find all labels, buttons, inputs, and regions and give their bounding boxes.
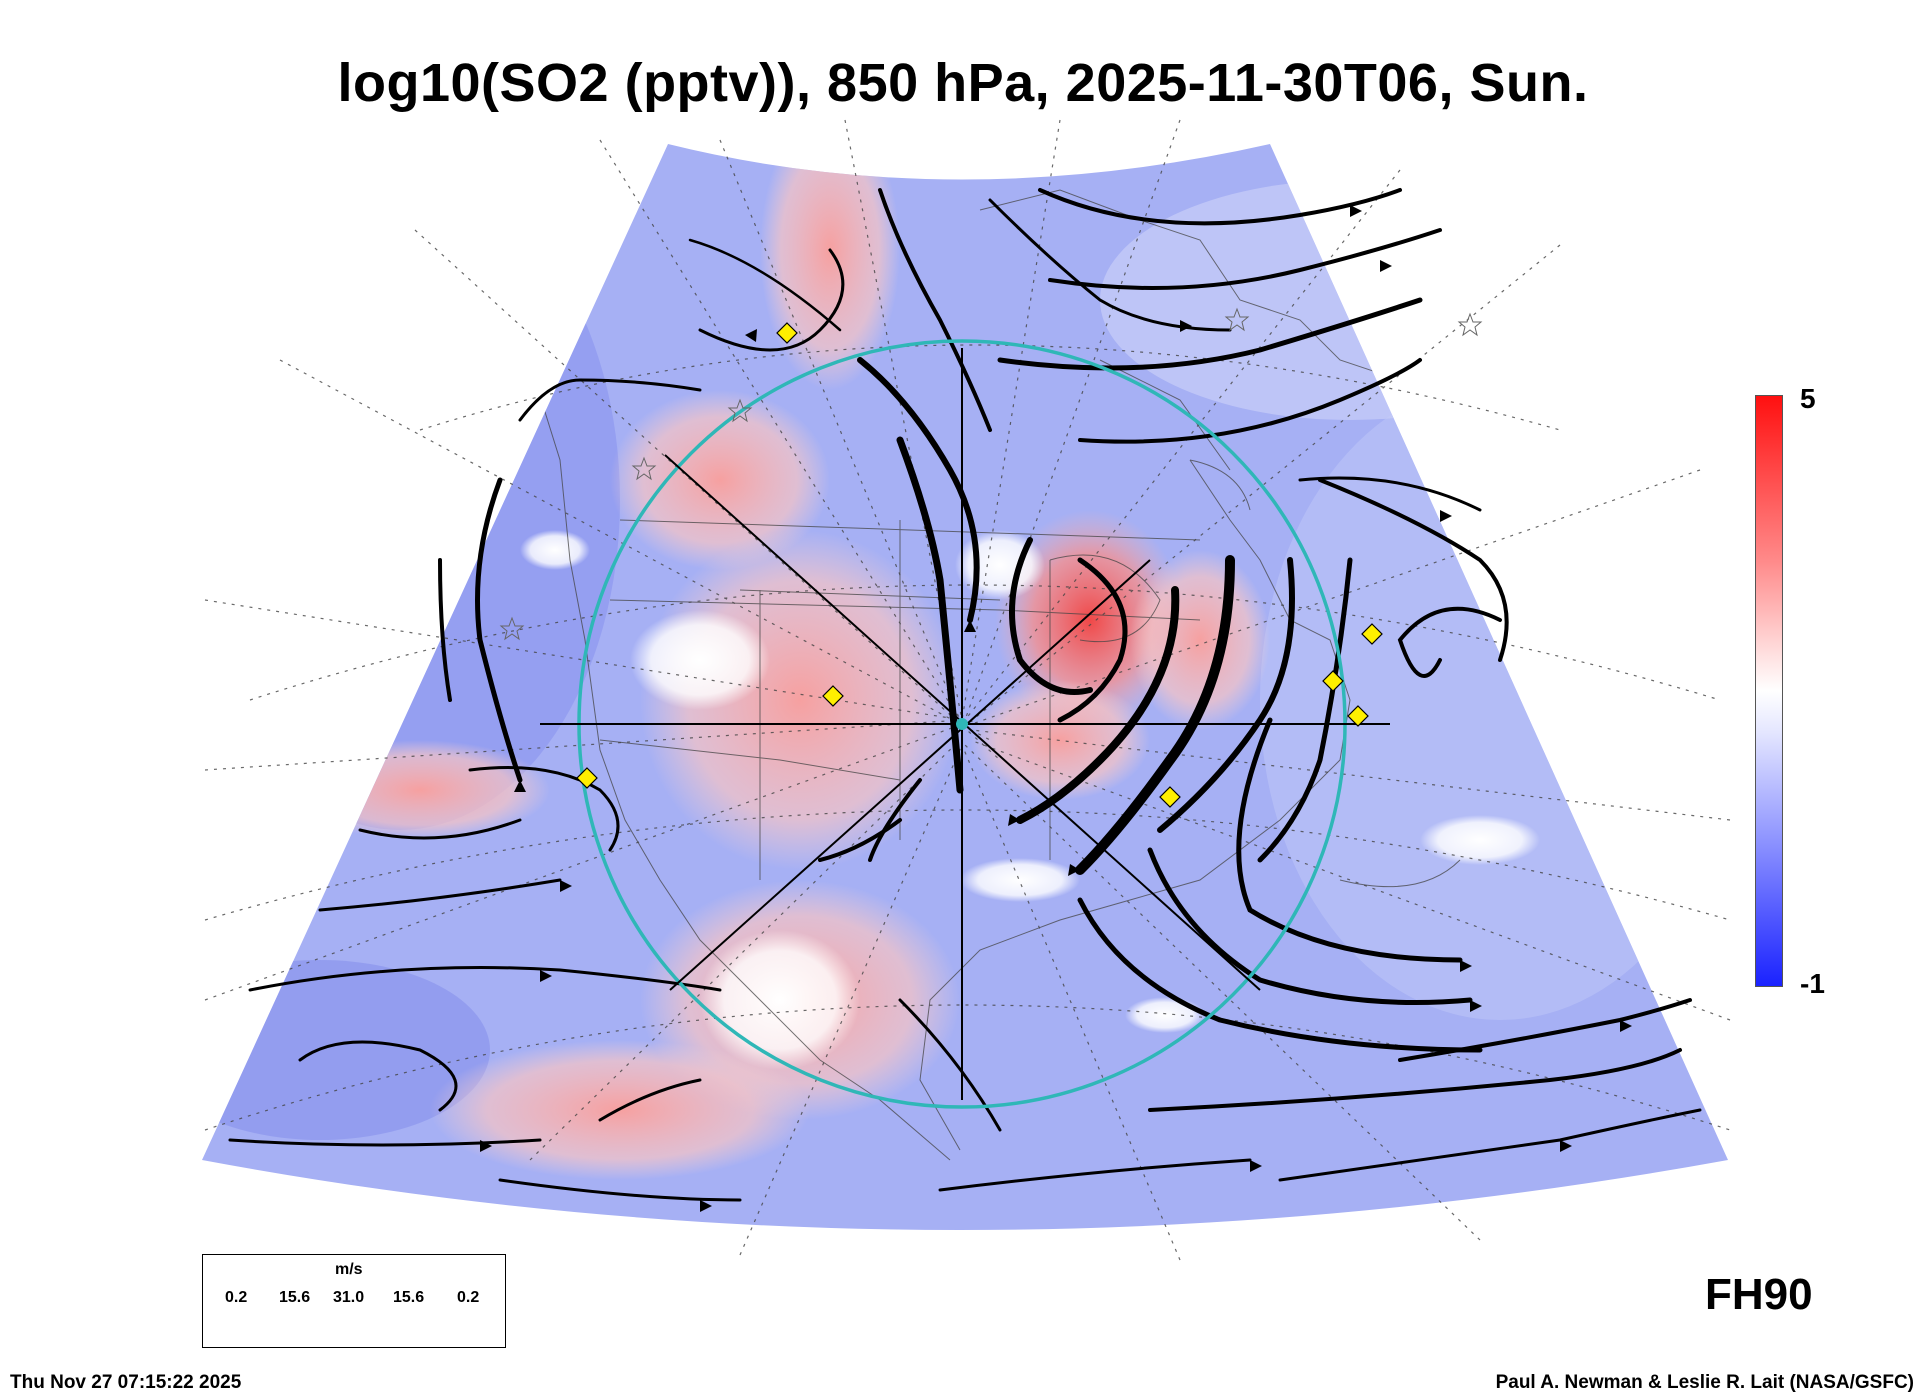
wind-speed-legend: m/s 0.2 15.6 31.0 15.6 0.2 — [202, 1254, 506, 1348]
center-marker — [956, 718, 968, 730]
coastlines — [534, 189, 1521, 1161]
colorbar-max-label: 5 — [1800, 383, 1816, 414]
wind-streamlines — [228, 188, 1702, 1202]
target-overlay — [540, 339, 1390, 1109]
station-marker — [1159, 786, 1181, 808]
station-markers — [576, 322, 1383, 808]
legend-tick: 0.2 — [225, 1289, 248, 1306]
colorbar-min-label: -1 — [1800, 968, 1825, 999]
graticule — [204, 119, 1731, 1261]
legend-tick: 15.6 — [393, 1289, 425, 1306]
station-marker — [776, 322, 798, 344]
legend-unit: m/s — [335, 1261, 363, 1278]
station-marker — [1322, 670, 1344, 692]
credit-label: Paul A. Newman & Leslie R. Lait (NASA/GS… — [1495, 1372, 1914, 1393]
station-marker — [576, 767, 598, 789]
legend-tick: 15.6 — [279, 1289, 311, 1306]
streamline-arrows — [480, 205, 1632, 1212]
city-star-markers — [499, 307, 1483, 641]
colorbar — [1755, 395, 1783, 987]
timestamp-label: Thu Nov 27 07:15:22 2025 — [10, 1372, 242, 1393]
crosshair-diagonal-2 — [669, 559, 1151, 991]
station-marker — [1347, 705, 1369, 727]
legend-tick: 31.0 — [333, 1289, 365, 1306]
station-marker — [822, 685, 844, 707]
station-marker — [1361, 623, 1383, 645]
legend-tick: 0.2 — [457, 1289, 480, 1306]
forecast-hour-label: FH90 — [1705, 1270, 1813, 1319]
map-title: log10(SO2 (pptv)), 850 hPa, 2025-11-30T0… — [337, 53, 1589, 113]
so2-field — [202, 144, 1728, 1230]
